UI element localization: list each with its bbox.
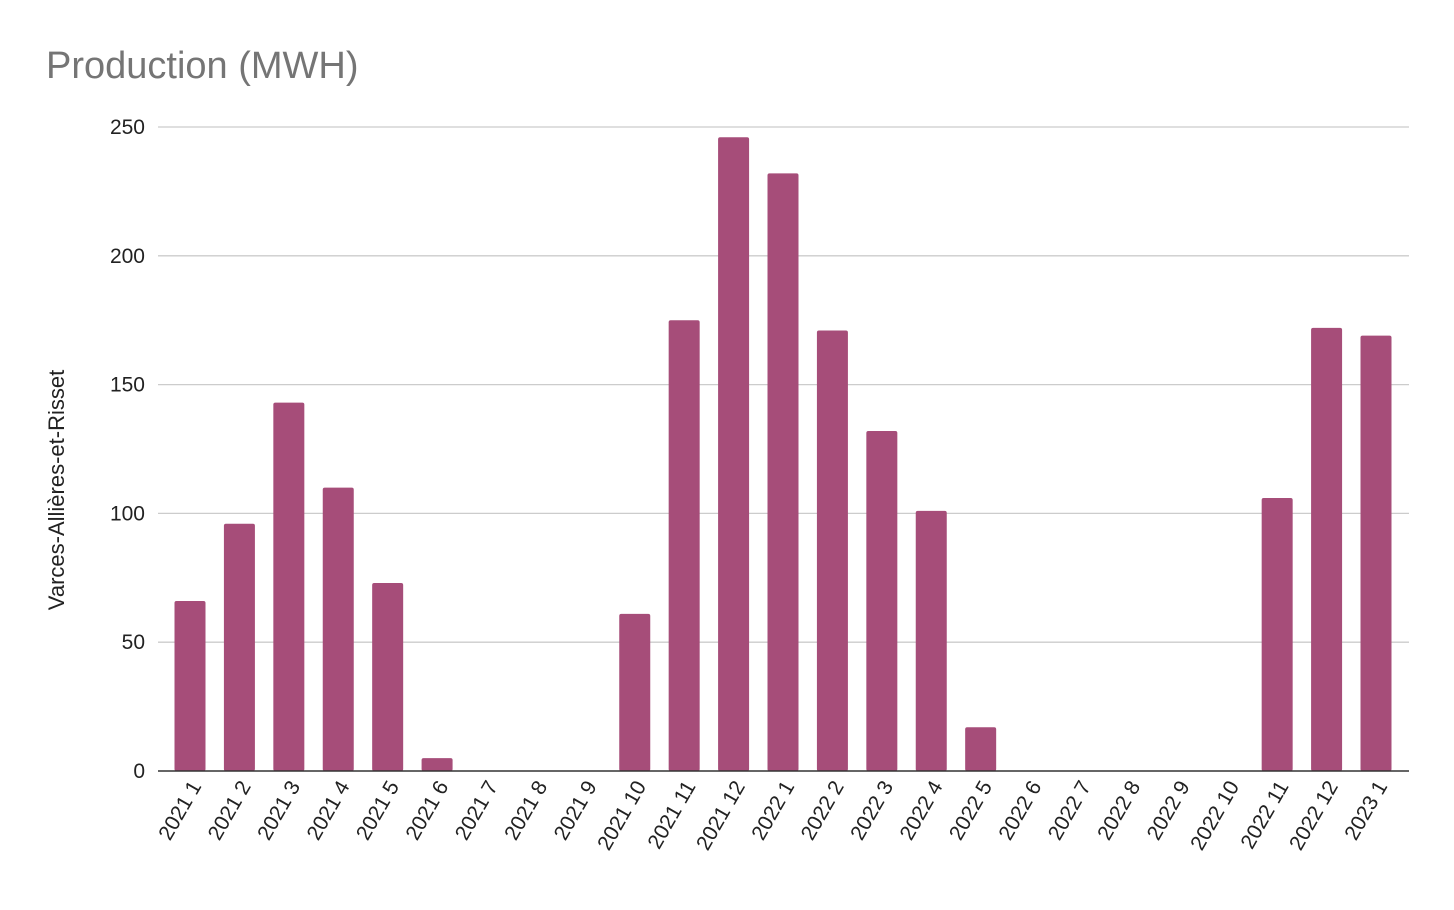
x-tick-label: 2021 2 — [204, 777, 256, 844]
bar-2021-4 — [322, 487, 354, 771]
bar-2022-5 — [965, 727, 997, 771]
x-tick-label: 2022 2 — [797, 777, 849, 844]
bar-2022-12 — [1311, 327, 1343, 771]
bars — [174, 137, 1392, 772]
bar-2022-3 — [866, 430, 898, 771]
bar-2022-1 — [767, 173, 799, 772]
chart-title: Production (MWH) — [46, 45, 359, 87]
bar-2022-4 — [915, 510, 947, 771]
x-tick-label: 2021 10 — [593, 777, 651, 854]
x-tick-label: 2021 8 — [500, 777, 552, 844]
x-tick-label: 2022 10 — [1186, 777, 1244, 854]
x-tick-label: 2021 7 — [451, 777, 503, 844]
x-tick-label: 2022 5 — [945, 777, 997, 844]
x-tick-label: 2021 5 — [352, 777, 404, 844]
bar-2021-12 — [718, 137, 750, 771]
x-tick-label: 2022 4 — [896, 777, 948, 844]
bar-2021-1 — [174, 600, 206, 771]
y-tick-label: 250 — [110, 116, 145, 139]
x-tick-label: 2022 3 — [846, 777, 898, 844]
bar-2021-2 — [223, 523, 255, 771]
x-tick-label: 2021 1 — [154, 777, 206, 844]
x-tick-label: 2023 1 — [1340, 777, 1392, 844]
y-tick-label: 200 — [110, 245, 145, 268]
x-tick-label: 2021 4 — [303, 777, 355, 844]
bar-2021-3 — [273, 402, 305, 771]
y-tick-label: 0 — [133, 760, 145, 783]
bar-2021-11 — [668, 320, 700, 771]
x-tick-label: 2022 9 — [1143, 777, 1195, 844]
x-tick-label: 2021 9 — [550, 777, 602, 844]
x-tick-label: 2022 7 — [1044, 777, 1096, 844]
y-axis-label: Varces-Allières-et-Risset — [44, 370, 69, 610]
x-tick-label: 2022 12 — [1285, 777, 1343, 854]
bar-2022-11 — [1261, 497, 1293, 771]
bar-2023-1 — [1360, 335, 1392, 771]
y-tick-label: 100 — [110, 502, 145, 525]
x-tick-label: 2022 6 — [994, 777, 1046, 844]
y-tick-label: 50 — [122, 631, 145, 654]
x-tick-label: 2022 8 — [1093, 777, 1145, 844]
bar-2021-10 — [619, 613, 651, 771]
x-tick-label: 2021 12 — [692, 777, 750, 854]
y-tick-label: 150 — [110, 374, 145, 397]
y-axis-ticks: 0 50 100 150 200 250 — [110, 116, 145, 783]
bar-2021-6 — [421, 758, 453, 771]
x-tick-label: 2021 6 — [401, 777, 453, 844]
bar-2022-2 — [816, 330, 848, 771]
x-tick-label: 2022 1 — [747, 777, 799, 844]
x-tick-label: 2021 3 — [253, 777, 305, 844]
bar-2021-5 — [372, 582, 404, 771]
